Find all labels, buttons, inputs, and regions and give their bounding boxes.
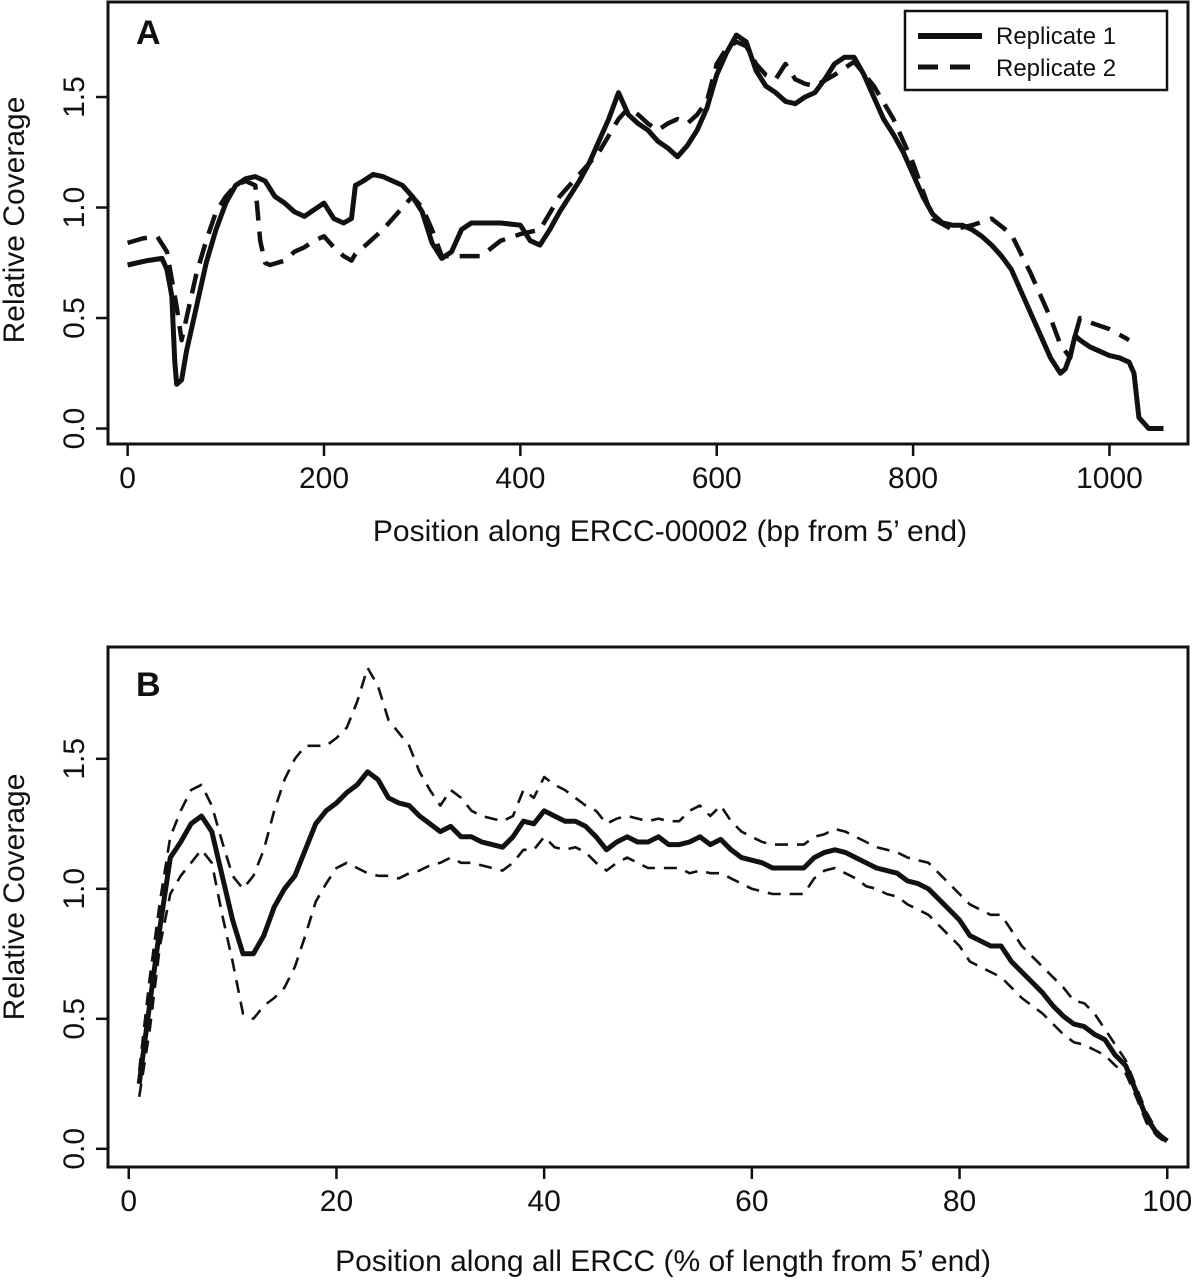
panel-b-y-axis: 0.0 0.5 1.0 1.5 xyxy=(58,738,110,1170)
y-tick-label: 0.0 xyxy=(58,1128,91,1170)
x-tick-label: 0 xyxy=(119,462,136,495)
x-tick-label: 0 xyxy=(120,1185,137,1218)
y-tick-label: 1.5 xyxy=(58,76,91,118)
y-tick-label: 0.0 xyxy=(58,408,91,450)
x-tick-label: 400 xyxy=(495,462,545,495)
series-line-1 xyxy=(136,769,1169,1143)
panel-b-y-axis-title: Relative Coverage xyxy=(0,774,31,1021)
panel-a-y-axis: 0.0 0.5 1.0 1.5 xyxy=(58,76,110,450)
x-tick-label: 20 xyxy=(320,1185,353,1218)
panel-a-x-axis-title: Position along ERCC-00002 (bp from 5’ en… xyxy=(373,515,967,548)
series-line-3 xyxy=(137,835,1168,1145)
y-tick-label: 1.0 xyxy=(58,187,91,229)
x-tick-label: 100 xyxy=(1142,1185,1192,1218)
y-tick-label: 1.5 xyxy=(58,738,91,780)
x-tick-label: 80 xyxy=(943,1185,976,1218)
legend: Replicate 1 Replicate 2 xyxy=(903,9,1169,92)
panel-b-x-axis: 0 20 40 60 80 100 xyxy=(120,1165,1192,1218)
x-tick-label: 800 xyxy=(888,462,938,495)
x-tick-label: 200 xyxy=(299,462,349,495)
series-line-2 xyxy=(137,666,1169,1142)
panel-a: A 0 200 400 600 800 1000 0.0 0.5 1.0 1.5 Positio… xyxy=(0,0,1190,548)
panel-b: B 0 20 40 60 80 100 0.0 0.5 1.0 1.5 Position alo… xyxy=(0,645,1192,1278)
x-tick-label: 1000 xyxy=(1076,462,1143,495)
panel-a-x-axis: 0 200 400 600 800 1000 xyxy=(119,442,1143,495)
series-line-1 xyxy=(127,32,1164,431)
y-tick-label: 0.5 xyxy=(58,297,91,339)
legend-label-replicate-2: Replicate 2 xyxy=(996,55,1116,82)
y-tick-label: 1.0 xyxy=(58,868,91,910)
panel-a-label: A xyxy=(136,14,161,52)
panel-b-series-group xyxy=(136,666,1169,1145)
legend-box xyxy=(903,9,1169,92)
x-tick-label: 600 xyxy=(692,462,742,495)
panel-a-series-group xyxy=(126,32,1164,431)
panel-b-label: B xyxy=(136,666,161,704)
x-tick-label: 60 xyxy=(735,1185,768,1218)
panel-b-x-axis-title: Position along all ERCC (% of length fro… xyxy=(335,1245,991,1278)
panel-a-y-axis-title: Relative Coverage xyxy=(0,97,31,344)
x-tick-label: 40 xyxy=(527,1185,560,1218)
panel-b-plot-frame xyxy=(106,645,1190,1169)
legend-label-replicate-1: Replicate 1 xyxy=(996,23,1116,50)
y-tick-label: 0.5 xyxy=(58,998,91,1040)
series-line-2 xyxy=(126,39,1131,361)
